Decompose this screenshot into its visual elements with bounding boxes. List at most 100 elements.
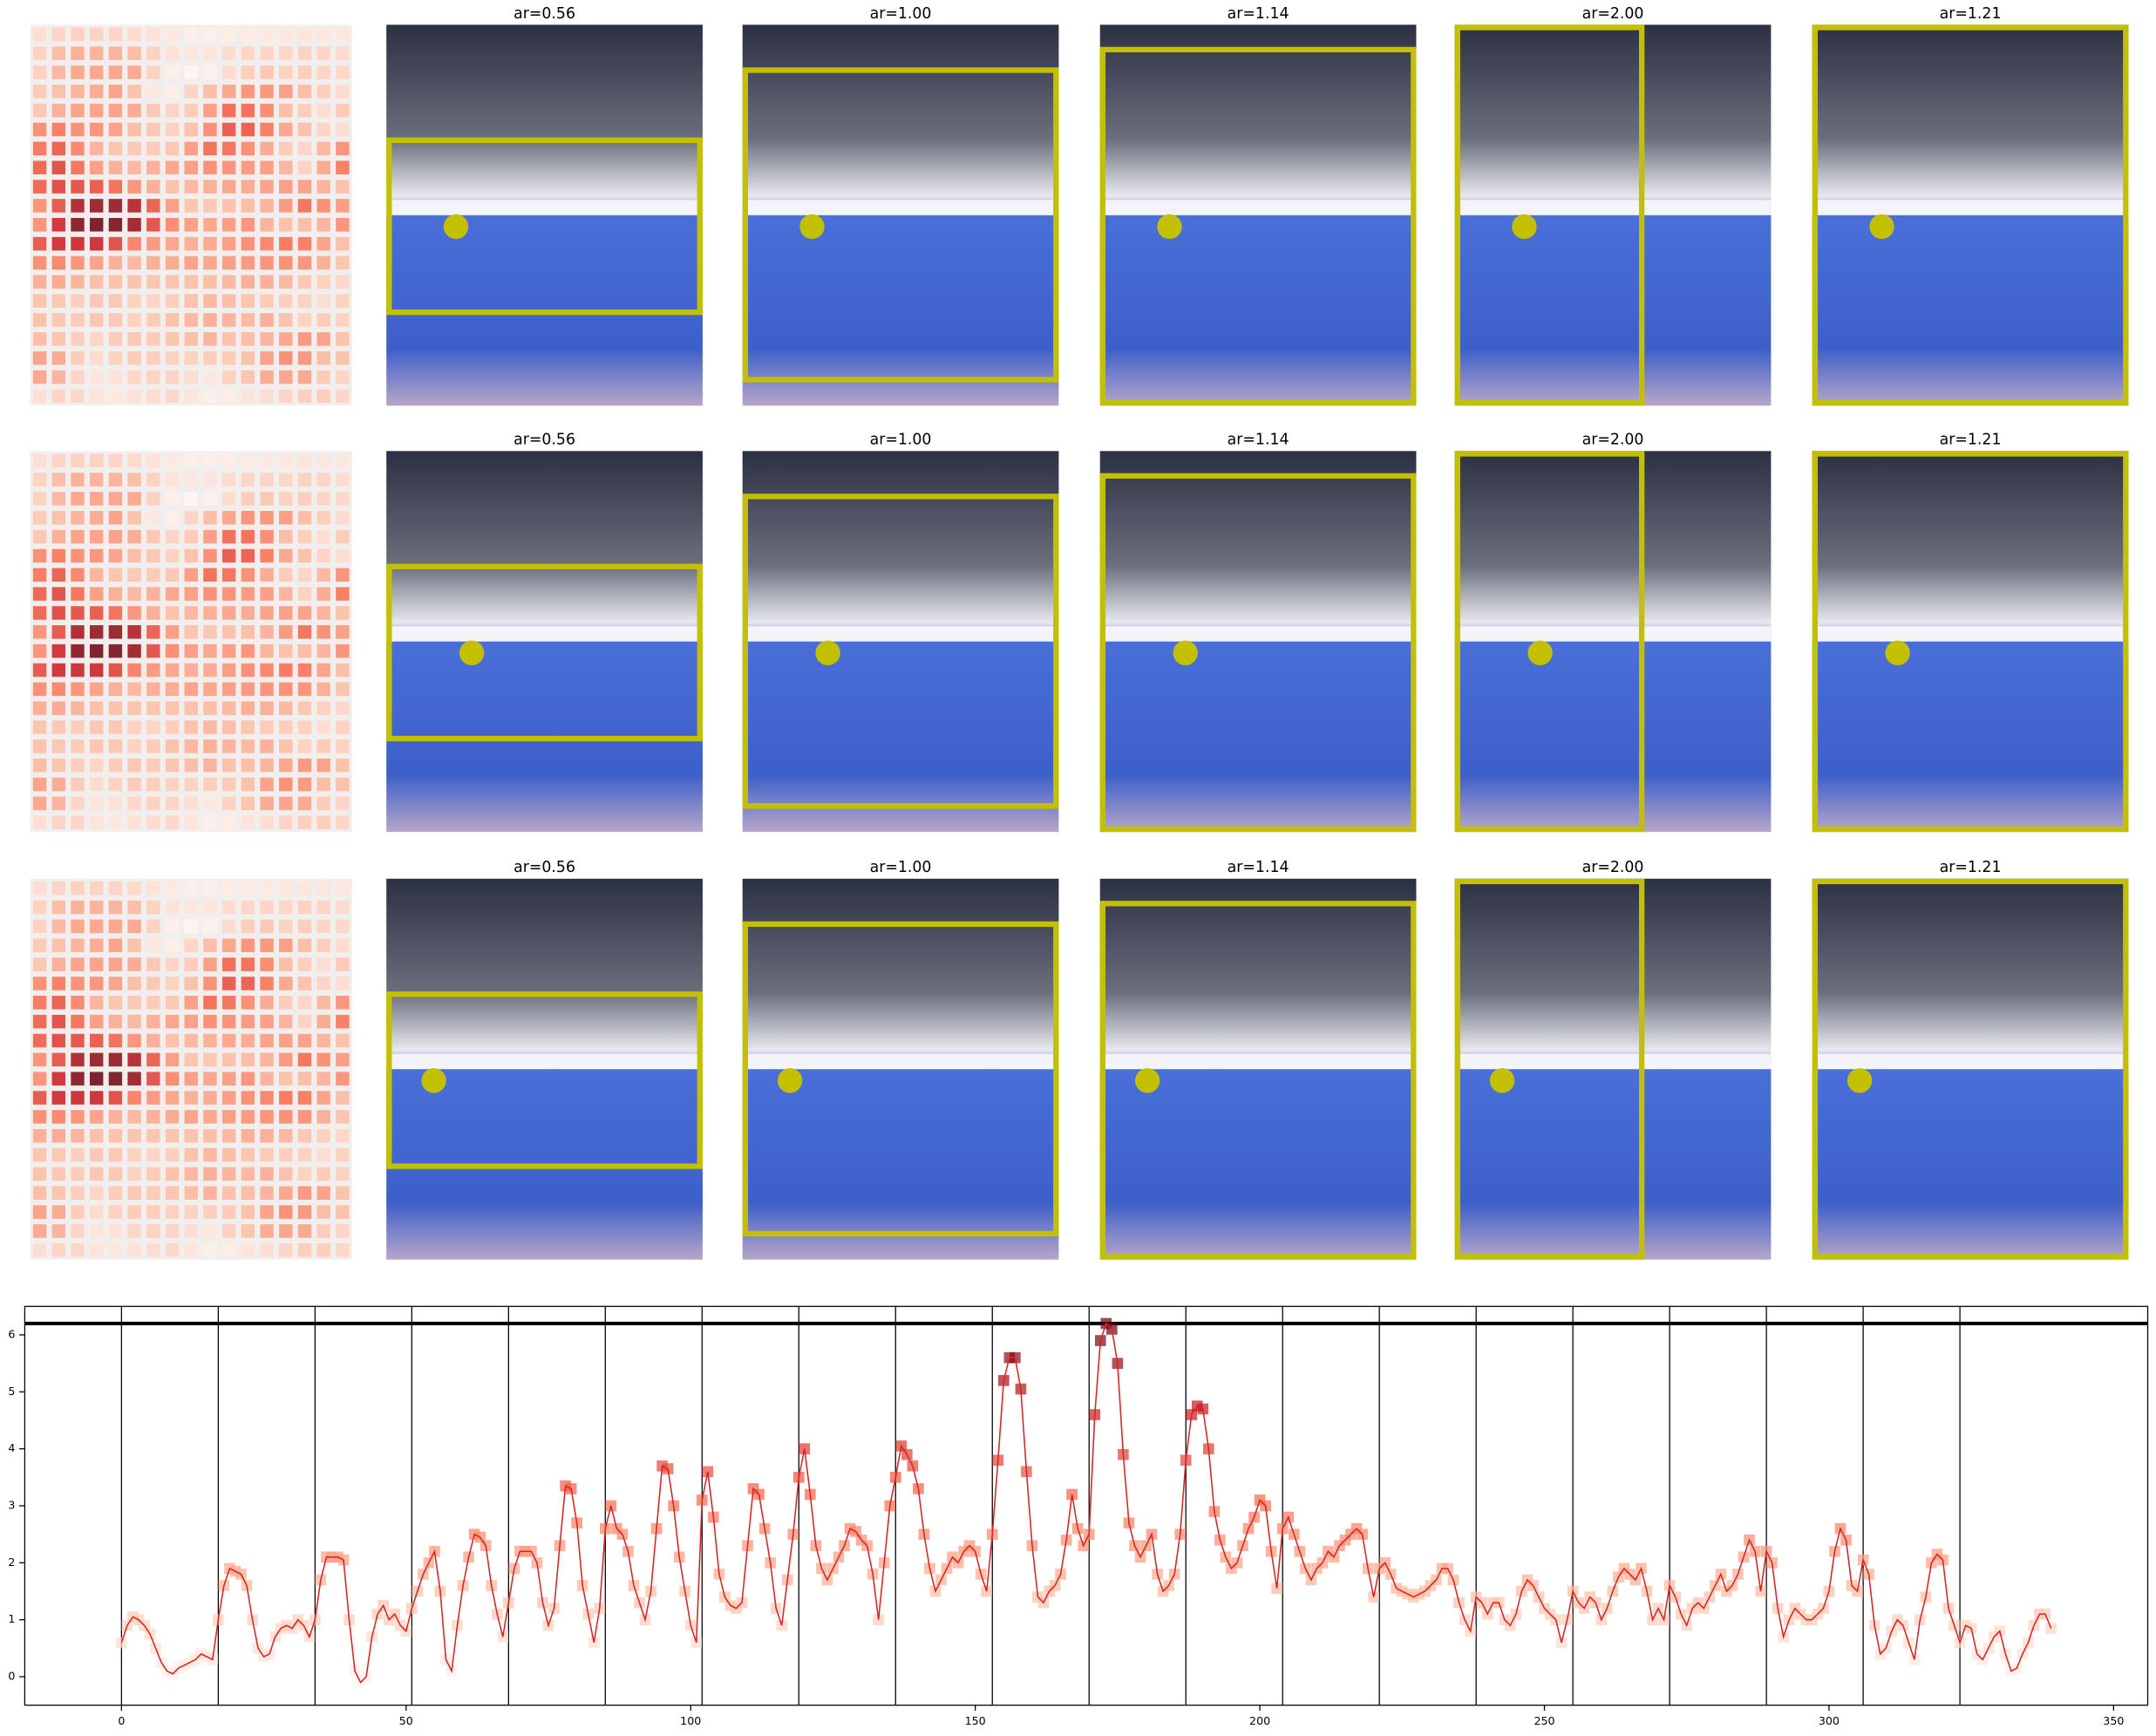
heatmap-cell (203, 900, 217, 915)
heatmap-cell (316, 1242, 330, 1257)
heatmap-cell (260, 1072, 274, 1086)
focus-point (1512, 214, 1537, 240)
heatmap-cell (89, 529, 104, 544)
heatmap-cell (241, 1014, 255, 1029)
heatmap-cell (32, 758, 47, 773)
heatmap-cell (297, 568, 312, 582)
heatmap-cell (71, 587, 85, 601)
heatmap-cell (108, 351, 123, 365)
heatmap-cell (32, 370, 47, 385)
heatmap-cell (279, 180, 293, 194)
heatmap-cell (336, 587, 350, 601)
heatmap-cell (184, 938, 198, 953)
heatmap-cell (146, 103, 160, 118)
heatmap-cell (51, 919, 65, 934)
heatmap-cell (260, 180, 274, 194)
heatmap-cell (71, 510, 85, 525)
panel-title: ar=1.21 (1940, 432, 2002, 449)
heatmap-cell (51, 625, 65, 639)
heatmap-cell (89, 1052, 104, 1067)
heatmap-cell (241, 548, 255, 563)
heatmap-cell (221, 65, 236, 79)
heatmap-cell (51, 217, 65, 232)
heatmap-cell (184, 900, 198, 915)
heatmap-cell (241, 996, 255, 1010)
panel-title: ar=2.00 (1582, 432, 1644, 449)
focus-point (1847, 1068, 1873, 1093)
heatmap-cell (32, 122, 47, 137)
heatmap-cell (203, 85, 217, 99)
heatmap-cell (108, 1224, 123, 1238)
heatmap-cell (184, 141, 198, 156)
heatmap-cell (241, 625, 255, 639)
panel-title: ar=1.14 (1228, 5, 1289, 23)
heatmap-cell (241, 701, 255, 715)
heatmap-cell (336, 1110, 350, 1124)
heatmap-cell (146, 957, 160, 971)
heatmap-cell (279, 900, 293, 915)
heatmap-cell (165, 720, 180, 734)
heatmap-cell (184, 180, 198, 194)
heatmap-cell (184, 85, 198, 99)
heatmap-cell (241, 758, 255, 773)
heatmap-cell (108, 701, 123, 715)
heatmap-cell (316, 492, 330, 506)
heatmap-cell (279, 1224, 293, 1238)
heatmap-cell (316, 548, 330, 563)
heatmap-cell (71, 453, 85, 467)
heatmap-cell (241, 122, 255, 137)
heatmap-cell (184, 548, 198, 563)
heatmap-cell (71, 1072, 85, 1086)
x-tick-label: 300 (1819, 1714, 1840, 1727)
heatmap-cell (127, 919, 141, 934)
heatmap-cell (146, 313, 160, 327)
heatmap-cell (260, 587, 274, 601)
heatmap-cell (146, 587, 160, 601)
heatmap-cell (89, 1224, 104, 1238)
focus-point (799, 214, 825, 240)
heatmap-cell (279, 85, 293, 99)
heatmap-cell (32, 217, 47, 232)
heatmap-cell (184, 758, 198, 773)
heatmap-cell (127, 568, 141, 582)
heatmap-cell (51, 758, 65, 773)
heatmap-cell (221, 758, 236, 773)
heatmap-cell (89, 881, 104, 895)
heatmap-cell (108, 1052, 123, 1067)
heatmap-cell (184, 568, 198, 582)
heatmap-cell (89, 919, 104, 934)
heatmap-cell (221, 701, 236, 715)
heatmap-cell (221, 919, 236, 934)
heatmap-cell (221, 900, 236, 915)
heatmap-cell (316, 453, 330, 467)
heatmap-cell (184, 492, 198, 506)
heatmap-cell (51, 663, 65, 677)
heatmap-cell (203, 881, 217, 895)
heatmap-cell (279, 977, 293, 991)
heatmap-cell (221, 27, 236, 42)
heatmap-cell (127, 957, 141, 971)
heatmap-cell (127, 815, 141, 830)
crop-box (1454, 451, 1645, 833)
heatmap-cell (32, 313, 47, 327)
heatmap-cell (146, 473, 160, 487)
heatmap-cell (297, 65, 312, 79)
heatmap-cell (89, 122, 104, 137)
heatmap-cell (51, 1128, 65, 1143)
heatmap-cell (203, 332, 217, 346)
series-line (120, 1322, 2052, 1684)
heatmap-cell (184, 1052, 198, 1067)
heatmap-cell (127, 701, 141, 715)
heatmap-cell (127, 682, 141, 697)
heatmap-cell (203, 294, 217, 308)
heatmap-cell (297, 1224, 312, 1238)
heatmap-cell (279, 957, 293, 971)
heatmap-cell (184, 313, 198, 327)
heatmap-cell (32, 453, 47, 467)
heatmap-cell (51, 199, 65, 213)
focus-point (1885, 640, 1910, 666)
heatmap-cell (108, 236, 123, 251)
heatmap-cell (297, 27, 312, 42)
heatmap-cell (127, 996, 141, 1010)
heatmap-cell (184, 919, 198, 934)
